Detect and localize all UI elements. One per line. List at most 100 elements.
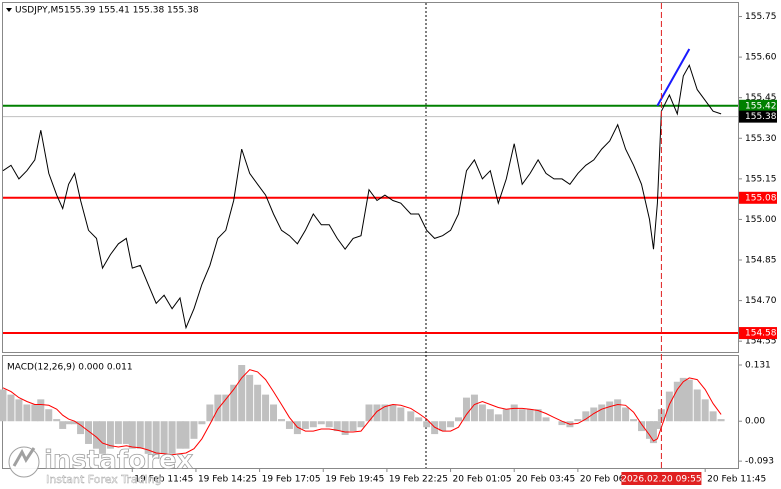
y-tick-label: 0.131: [745, 361, 771, 371]
histogram-bar: [693, 389, 701, 422]
histogram-bar: [71, 421, 79, 425]
x-tick-label: 20 Feb 06:25: [580, 475, 639, 485]
histogram-bar: [152, 421, 160, 459]
histogram-bar: [389, 404, 397, 422]
y-tick-label: 155.45: [745, 93, 777, 103]
histogram-bar: [665, 391, 673, 422]
histogram-bar: [542, 417, 550, 422]
histogram-bar: [85, 421, 93, 444]
histogram-bar: [415, 417, 423, 422]
histogram-bar: [701, 399, 709, 422]
watermark: instaforex Instant Forex Trading: [8, 445, 194, 486]
histogram-bar: [470, 394, 478, 422]
histogram-bar: [494, 414, 502, 422]
level-label: 155.42: [745, 101, 777, 111]
histogram-bar: [590, 407, 598, 422]
histogram-bar: [37, 399, 45, 422]
histogram-bar: [534, 409, 542, 422]
histogram-bar: [7, 394, 15, 422]
trendline: [656, 48, 691, 107]
histogram-bar: [98, 421, 106, 454]
histogram-bar: [53, 419, 61, 422]
histogram-bar: [717, 419, 725, 422]
histogram-bar: [144, 421, 152, 454]
level-label-box: [739, 327, 777, 340]
y-tick-label: 0.00: [745, 417, 765, 427]
x-tick-label: 19 Feb 11:45: [134, 475, 193, 485]
y-tick-label: -0.093: [745, 457, 774, 467]
histogram-bar: [455, 417, 463, 422]
histogram-bar: [77, 421, 85, 435]
x-tick-label: 20 Feb 01:05: [453, 475, 512, 485]
histogram-bar: [198, 421, 206, 425]
histogram-bar: [673, 381, 681, 422]
histogram-bar: [653, 421, 661, 429]
histogram-bar: [15, 399, 23, 422]
slogan: Instant Forex Trading: [46, 473, 162, 486]
x-tick-label: 20 Feb 03:45: [516, 475, 575, 485]
histogram-bar: [622, 407, 630, 422]
histogram-bar: [246, 374, 254, 422]
histogram-bar: [349, 421, 357, 432]
histogram-bar: [606, 401, 614, 422]
histogram-bar: [214, 394, 222, 422]
histogram-bar: [462, 397, 470, 422]
histogram-bar: [114, 421, 122, 444]
macd-title: MACD(12,26,9) 0.000 0.011: [7, 363, 133, 373]
histogram-bar: [614, 399, 622, 422]
histogram-bar: [309, 421, 317, 428]
signal-line: [2, 369, 722, 456]
histogram-bar: [45, 409, 53, 422]
histogram-bar: [423, 421, 431, 428]
x-tick-label: 20 Feb 11:45: [707, 475, 766, 485]
histogram-bar: [206, 404, 214, 422]
x-tick-label: 19 Feb 19:45: [325, 475, 384, 485]
histogram-bar: [598, 404, 606, 422]
level-label: 154.58: [745, 329, 777, 339]
y-tick-label: 155.60: [745, 53, 777, 63]
histogram-bar: [0, 389, 7, 422]
histogram-bar: [447, 421, 455, 428]
histogram-bar: [176, 421, 184, 449]
histogram-bar: [128, 421, 136, 449]
histogram-bar: [685, 379, 693, 422]
histogram-bar: [645, 421, 653, 439]
histogram-bar: [23, 404, 31, 422]
histogram-bar: [160, 421, 168, 454]
x-tick-label: 19 Feb 22:25: [389, 475, 448, 485]
histogram-bar: [526, 409, 534, 422]
y-tick-label: 155.30: [745, 134, 777, 144]
histogram-bar: [333, 421, 341, 432]
cursor-label-box: [621, 472, 702, 485]
histogram-bar: [106, 421, 114, 449]
y-tick-label: 155.00: [745, 215, 777, 225]
histogram-bar: [238, 365, 246, 422]
histogram-bar: [190, 421, 198, 439]
histogram-bar: [574, 419, 582, 422]
x-tick-label: 19 Feb 17:05: [262, 475, 321, 485]
x-tick-label: 19 Feb 14:25: [198, 475, 257, 485]
histogram-bar: [679, 377, 687, 422]
histogram-bar: [59, 421, 67, 429]
histogram-bar: [230, 384, 238, 422]
histogram-bar: [65, 421, 73, 425]
histogram-bar: [317, 421, 325, 425]
histogram-bar: [486, 409, 494, 422]
histogram-bar: [439, 421, 447, 432]
histogram-bar: [657, 409, 665, 422]
price-line: [2, 63, 722, 330]
histogram-bar: [649, 421, 657, 444]
symbol-marker: [6, 8, 12, 12]
logo-mark: [12, 447, 36, 467]
level-label-box: [739, 110, 777, 123]
histogram-bar: [341, 421, 349, 435]
y-tick-label: 154.85: [745, 256, 777, 266]
y-tick-label: 155.15: [745, 174, 777, 184]
histogram-bar: [31, 404, 39, 422]
histogram-bar: [365, 404, 373, 422]
main-frame: [2, 2, 739, 353]
level-label-box: [739, 99, 777, 112]
ohlc: 155.39 155.41 155.38 155.38: [64, 6, 199, 16]
histogram-bar: [182, 421, 190, 449]
